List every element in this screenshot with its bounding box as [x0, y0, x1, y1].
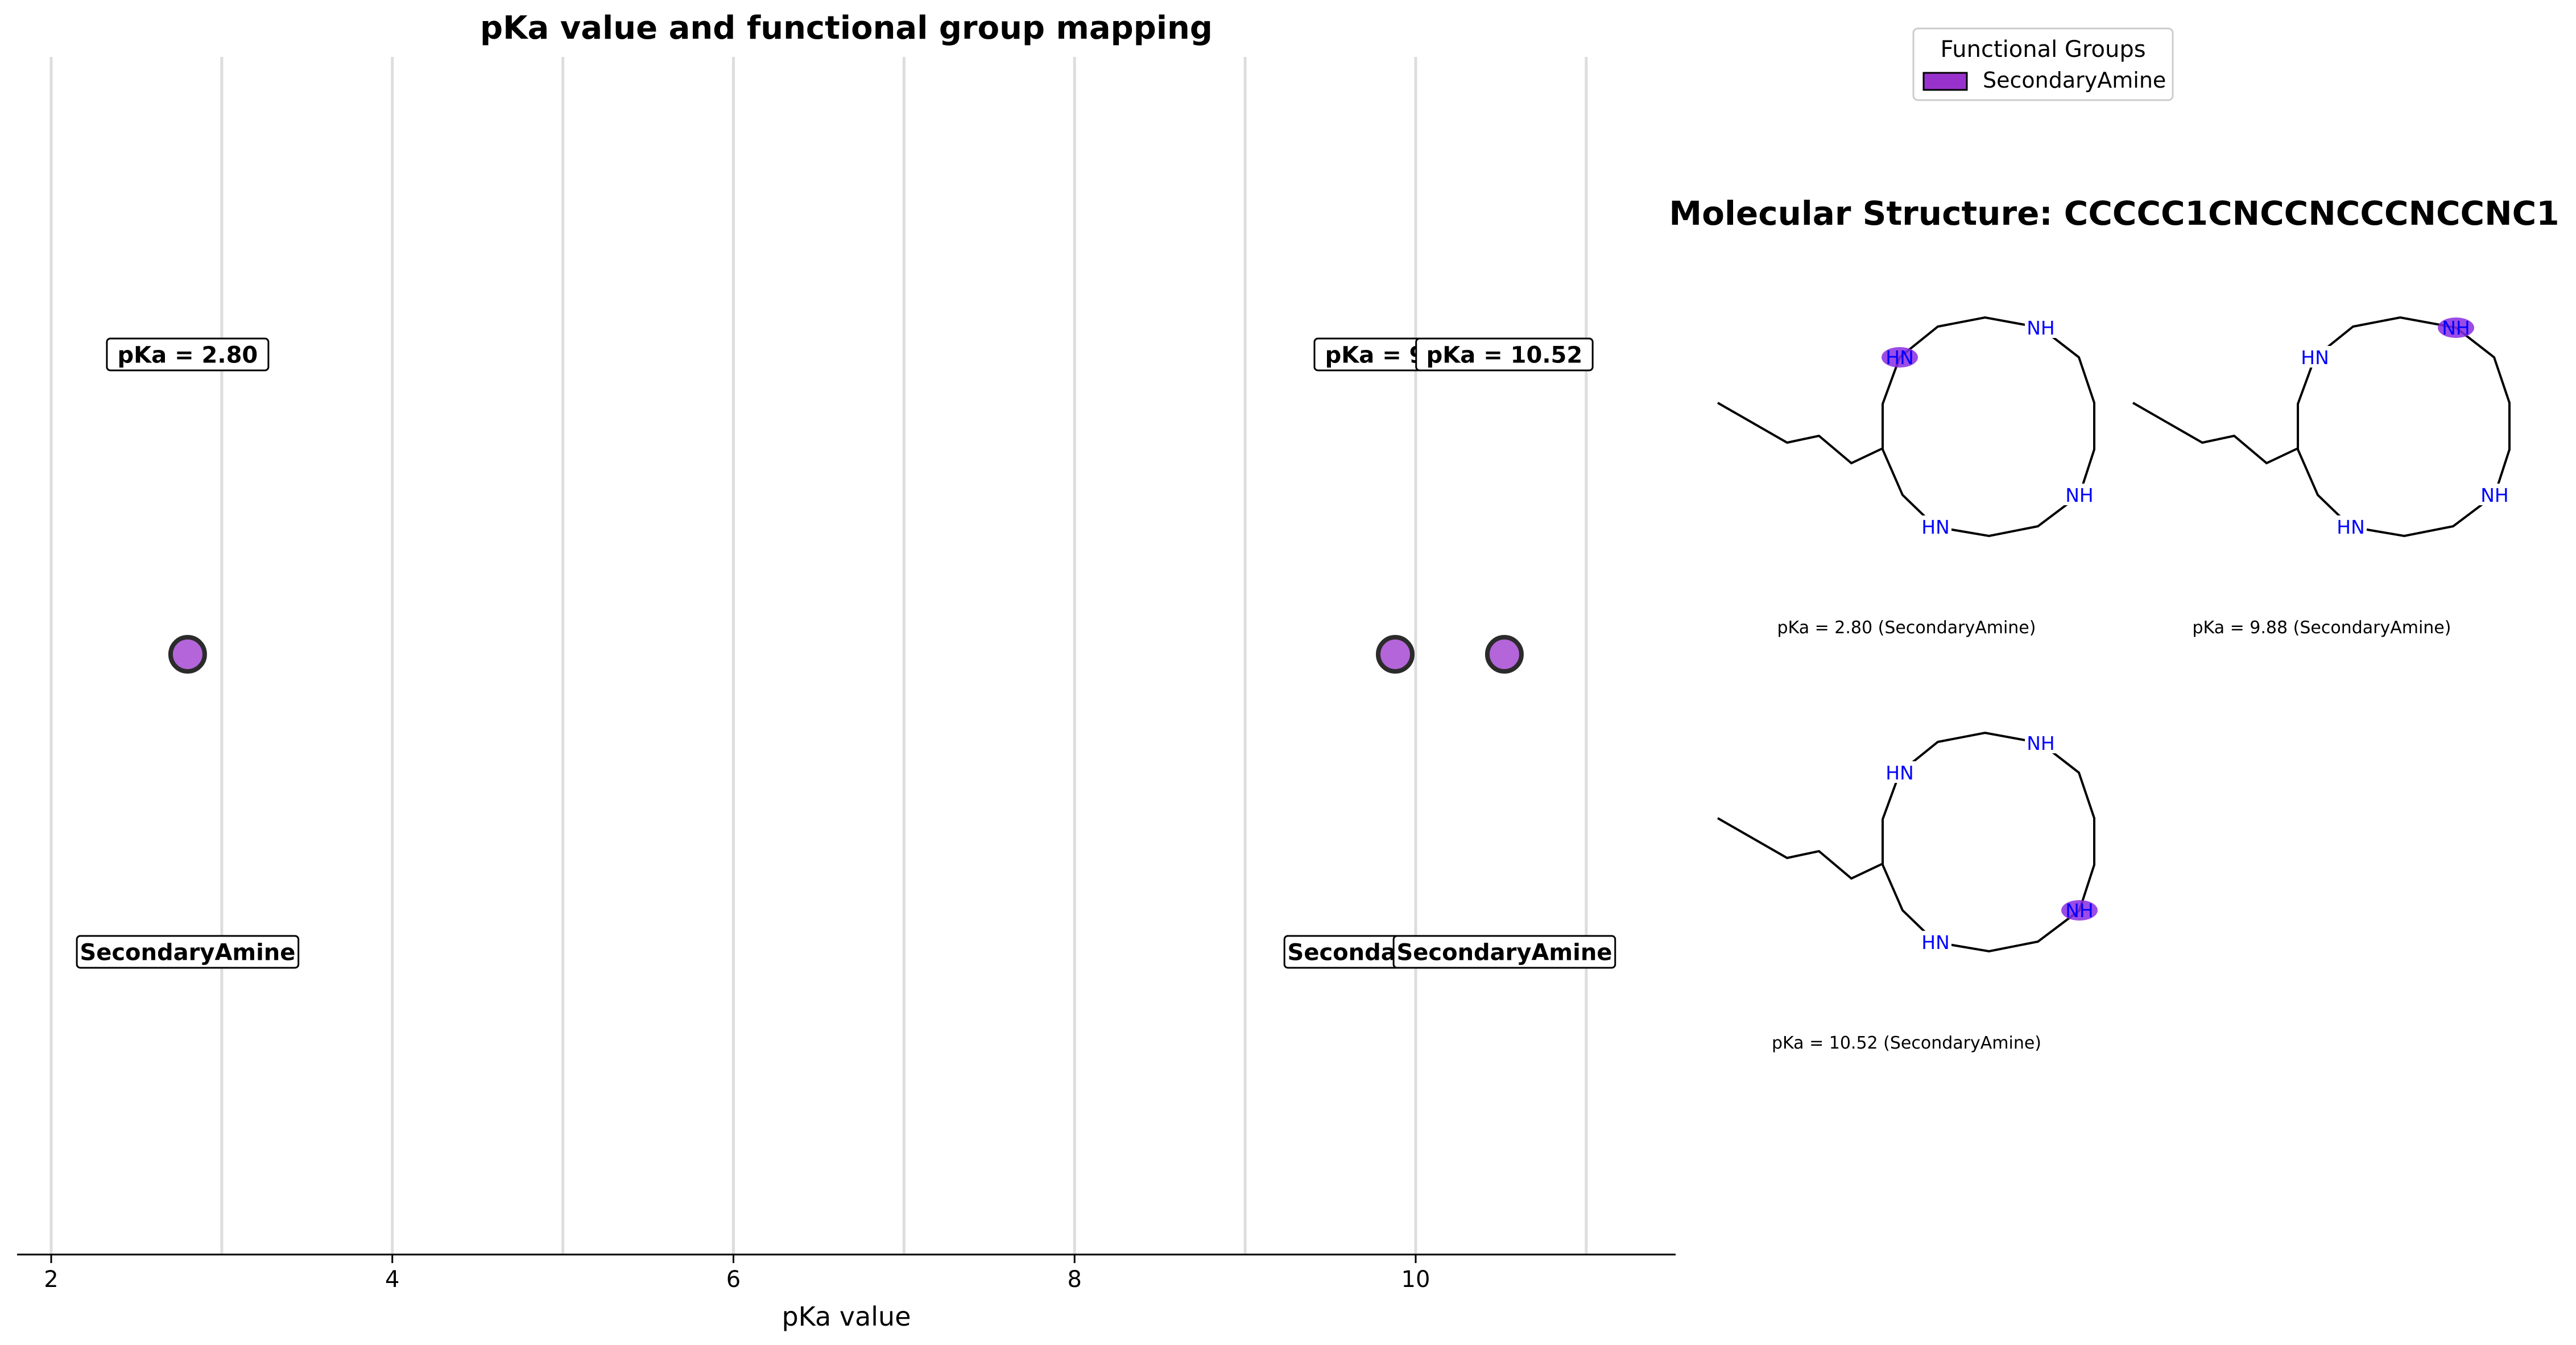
legend-swatch	[1922, 72, 1968, 91]
highlight-marker	[2061, 900, 2098, 921]
molecule-caption: pKa = 2.80 (SecondaryAmine)	[1777, 618, 2036, 638]
alkyl-chain-bonds	[1717, 402, 1883, 465]
nitrogen-atom-label: NH	[2065, 900, 2094, 922]
alkyl-chain-bonds	[2132, 402, 2298, 465]
nitrogen-atom-label: HN	[2337, 516, 2365, 538]
molecule-grid: HN NH NH HN pKa = 2.80 (SecondaryAmine) HN NH N…	[1717, 316, 2511, 1053]
group-annotation-box	[1392, 935, 1616, 969]
structure-title: Molecular Structure: CCCCC1CNCCNCCCNCCNC…	[1669, 194, 2559, 233]
atom-label-bg	[2479, 484, 2511, 505]
nitrogen-atom-label: HN	[1886, 346, 1914, 369]
grid-lines	[49, 57, 1588, 1255]
atom-label-bg	[1884, 761, 1916, 783]
atom-label-bg	[2299, 346, 2331, 368]
ring-bonds	[2297, 316, 2511, 538]
x-tick-label: 8	[1068, 1266, 1082, 1293]
nitrogen-atom-label: HN	[1921, 516, 1950, 538]
molecule-caption: pKa = 9.88 (SecondaryAmine)	[2193, 618, 2451, 638]
nitrogen-atom-label: NH	[2027, 317, 2055, 339]
atom-label-bg	[2025, 732, 2057, 753]
legend-frame	[1912, 27, 2174, 101]
legend-title: Functional Groups	[1940, 36, 2145, 63]
nitrogen-atom-label: NH	[2442, 317, 2470, 339]
x-axis-label: pKa value	[782, 1301, 911, 1332]
molecule-drawing: HN NH NH HN	[1717, 731, 2098, 954]
nitrogen-atom-label: NH	[2027, 732, 2055, 754]
molecule-caption: pKa = 10.52 (SecondaryAmine)	[1772, 1033, 2041, 1053]
group-annotation-box	[76, 935, 300, 969]
nitrogen-atom-label: HN	[1886, 762, 1914, 784]
nitrogen-atom-label: NH	[2480, 484, 2509, 506]
x-tick-label: 10	[1401, 1266, 1430, 1293]
x-axis-ticks: 2 4 6 8 10	[44, 1255, 1430, 1293]
atom-label-bg	[2064, 484, 2095, 505]
atom-label-bg	[2335, 515, 2367, 537]
atom-label-bg	[1920, 515, 1951, 537]
legend: Functional Groups SecondaryAmine	[1912, 27, 2174, 101]
chart-title: pKa value and functional group mapping	[480, 10, 1213, 47]
atom-label-bg	[1920, 931, 1951, 952]
alkyl-chain-bonds	[1717, 817, 1883, 880]
ring-bonds	[1882, 316, 2095, 538]
data-point	[168, 635, 207, 674]
nitrogen-atom-label: NH	[2065, 484, 2094, 506]
x-tick-label: 6	[726, 1266, 741, 1293]
molecule-drawing: HN NH NH HN	[2132, 316, 2511, 538]
nitrogen-atom-label: HN	[1921, 931, 1950, 954]
molecule-drawing: HN NH NH HN	[1717, 316, 2095, 538]
legend-entry-label: SecondaryAmine	[1983, 68, 2166, 93]
x-tick-label: 4	[385, 1266, 399, 1293]
pka-annotation: pKa = 10.52	[1426, 342, 1583, 368]
x-tick-label: 2	[44, 1266, 58, 1293]
pka-annotation: pKa = 2.80	[118, 342, 258, 368]
highlight-marker	[1882, 347, 1918, 368]
group-annotation: SecondaryAmine	[80, 939, 295, 966]
atom-label-bg	[2025, 316, 2057, 338]
nitrogen-atom-label: HN	[2301, 346, 2329, 369]
data-point	[1376, 635, 1415, 674]
highlight-marker	[2438, 317, 2474, 338]
group-annotation: SecondaryAmine	[1396, 939, 1612, 966]
data-point	[1485, 635, 1524, 674]
pka-annotation-box	[1415, 337, 1594, 372]
pka-annotation-box	[106, 337, 270, 372]
